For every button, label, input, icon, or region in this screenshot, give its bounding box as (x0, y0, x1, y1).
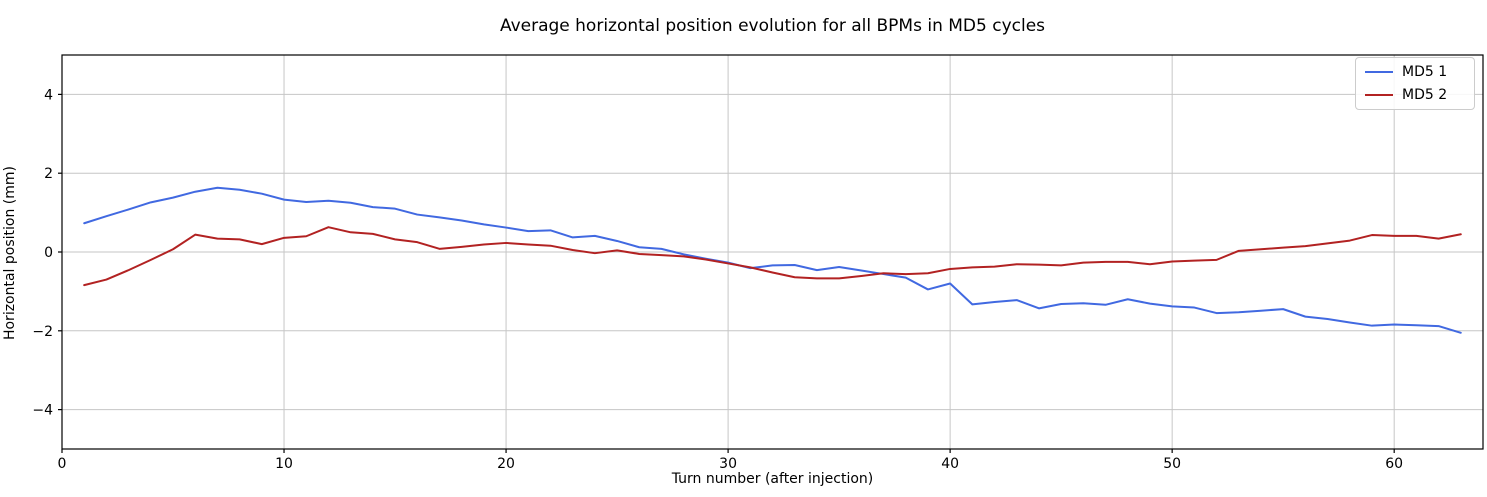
x-tick-label: 30 (719, 456, 737, 472)
x-axis-label: Turn number (after injection) (671, 471, 874, 487)
x-tick-label: 20 (497, 456, 515, 472)
y-tick-label: −2 (32, 324, 53, 340)
legend: MD5 1 MD5 2 (1355, 57, 1475, 110)
legend-label-md5-1: MD5 1 (1402, 64, 1448, 80)
series-line-md5-1 (83, 186, 1462, 334)
x-tick-label: 50 (1163, 456, 1181, 472)
y-tick-label: 4 (44, 87, 53, 103)
chart-title: Average horizontal position evolution fo… (499, 16, 1046, 36)
legend-item-md5-2: MD5 2 (1365, 87, 1465, 103)
y-tick-label: 2 (44, 166, 53, 182)
legend-line-sample-md5-1 (1365, 71, 1393, 73)
x-tick-label: 0 (58, 456, 67, 472)
legend-label-md5-2: MD5 2 (1402, 87, 1448, 103)
x-tick-label: 10 (275, 456, 293, 472)
y-tick-label: 0 (44, 245, 53, 261)
legend-line-sample-md5-2 (1365, 94, 1393, 96)
legend-item-md5-1: MD5 1 (1365, 64, 1465, 80)
x-tick-label: 40 (941, 456, 959, 472)
x-tick-label: 60 (1385, 456, 1403, 472)
series-line-md5-2 (83, 226, 1462, 287)
y-tick-label: −4 (32, 403, 53, 419)
